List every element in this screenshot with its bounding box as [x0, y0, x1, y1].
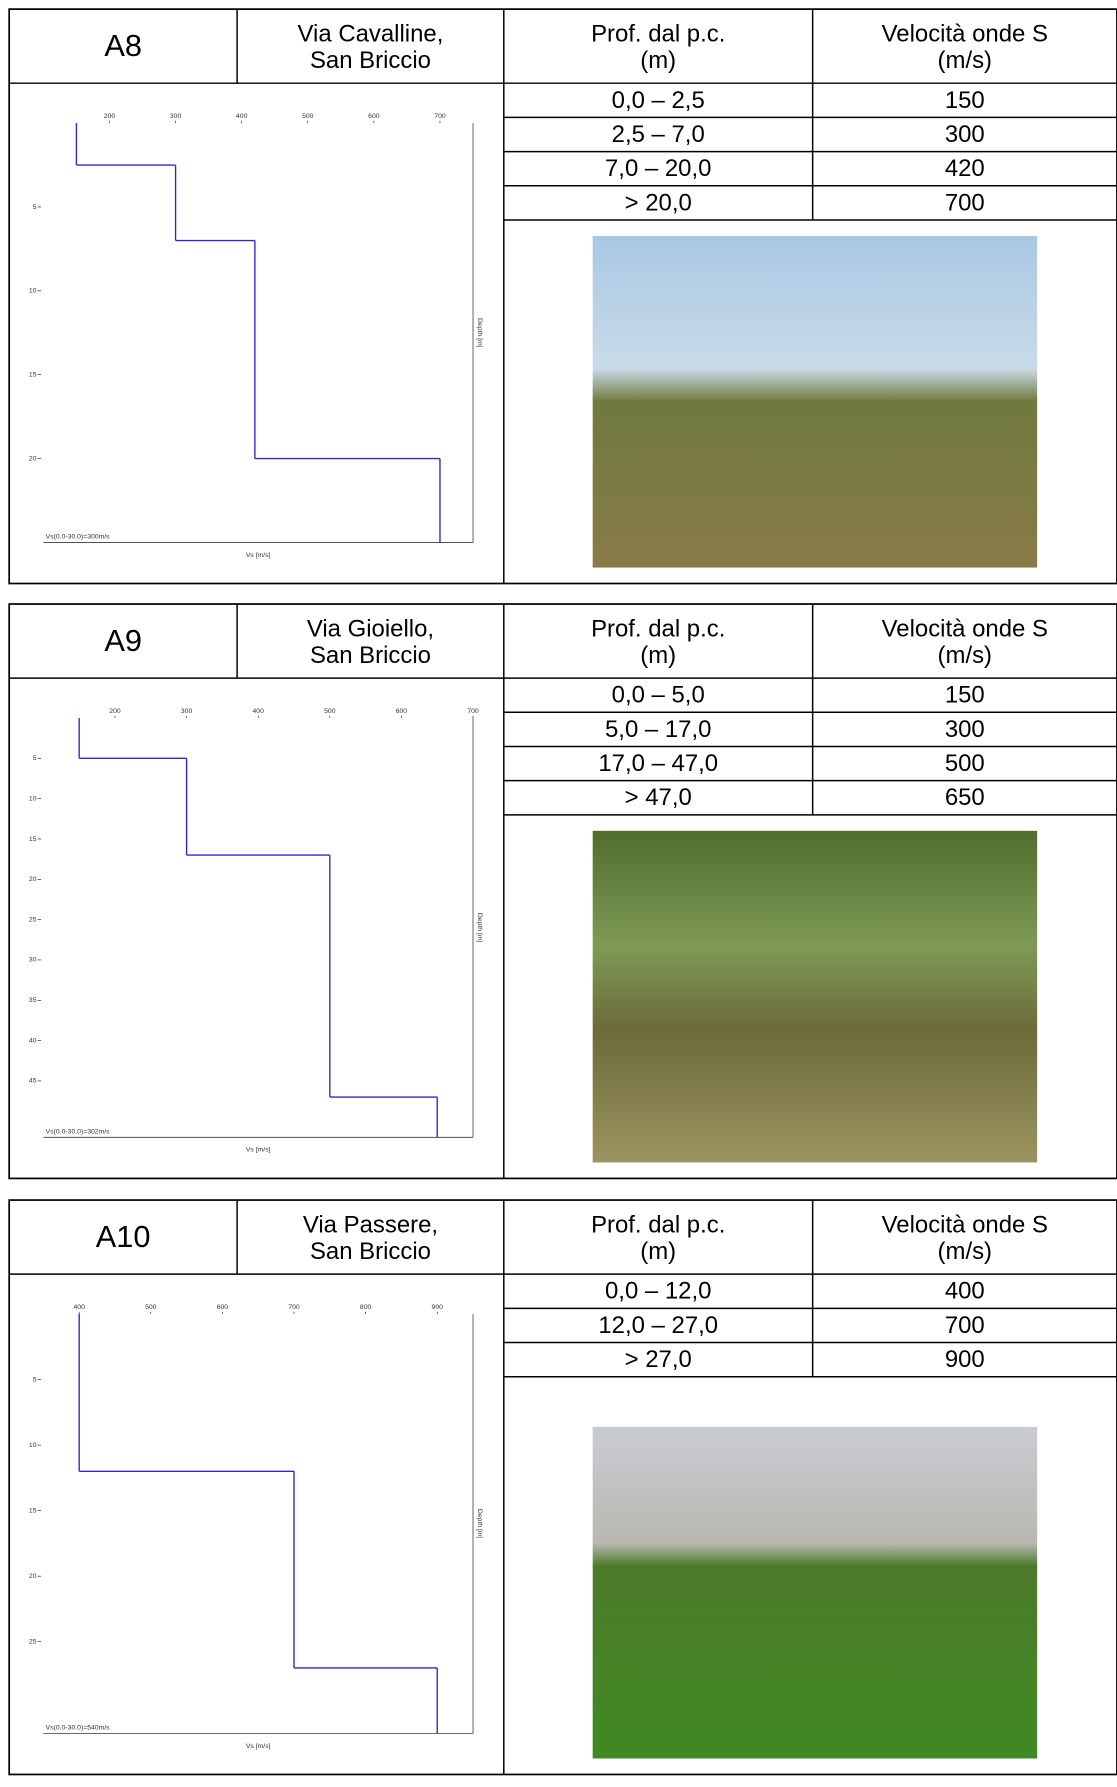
- table-cell: > 47,0: [625, 784, 692, 811]
- table-cell: 0,0 – 5,0: [612, 682, 705, 709]
- column-header: (m): [640, 642, 676, 669]
- table-cell: > 20,0: [625, 189, 692, 216]
- x-tick-label: 600: [368, 113, 380, 120]
- x-tick-label: 500: [145, 1304, 157, 1311]
- chart-annotation: Vs(0.0-30.0)=300m/s: [46, 534, 111, 541]
- x-tick-label: 200: [104, 113, 116, 120]
- site-id: A8: [104, 28, 142, 63]
- site-location: Via Gioiello,: [307, 616, 434, 643]
- table-cell: 5,0 – 17,0: [605, 716, 711, 743]
- table-cell: > 27,0: [625, 1346, 692, 1373]
- y-tick-label: 10: [29, 795, 37, 802]
- y-tick-label: 20: [29, 1573, 37, 1580]
- y-axis-label: Depth [m]: [476, 318, 483, 348]
- table-cell: 420: [945, 155, 985, 182]
- site-block: A9 Via Gioiello,San Briccio Prof. dal p.c.…: [8, 603, 1117, 1180]
- y-tick-label: 30: [29, 957, 37, 964]
- table-cell: 0,0 – 12,0: [605, 1278, 711, 1305]
- column-header: Prof. dal p.c.: [591, 1212, 725, 1239]
- site-location: San Briccio: [310, 1238, 431, 1265]
- table-cell: 650: [945, 784, 985, 811]
- column-header: Prof. dal p.c.: [591, 616, 725, 643]
- table-cell: 300: [945, 121, 985, 148]
- x-axis-label: Vs [m/s]: [246, 552, 271, 559]
- x-tick-label: 600: [396, 708, 408, 715]
- x-axis-label: Vs [m/s]: [246, 1743, 271, 1750]
- table-cell: 700: [945, 189, 985, 216]
- x-tick-label: 400: [252, 708, 264, 715]
- x-tick-label: 800: [360, 1304, 372, 1311]
- site-id: A9: [104, 623, 142, 658]
- y-tick-label: 20: [29, 876, 37, 883]
- vs-profile-chart: 200 300 400 500 600 700 5 10 15 20 25 30 35 40 45 Vs(0.…: [29, 708, 483, 1154]
- table-cell: 700: [945, 1312, 985, 1339]
- table-cell: 300: [945, 716, 985, 743]
- x-tick-label: 600: [217, 1304, 229, 1311]
- x-tick-label: 400: [73, 1304, 85, 1311]
- y-tick-label: 25: [29, 1638, 37, 1645]
- x-tick-label: 900: [432, 1304, 444, 1311]
- y-tick-label: 25: [29, 916, 37, 923]
- y-tick-label: 10: [29, 1442, 37, 1449]
- y-axis-label: Depth [m]: [476, 913, 483, 943]
- site-location: Via Passere,: [303, 1212, 438, 1239]
- x-tick-label: 500: [324, 708, 336, 715]
- vs-profile-chart: 200 300 400 500 600 700 5 10 15 20 Vs(0.0-30.0)=30…: [29, 113, 483, 559]
- column-header: (m/s): [938, 1238, 992, 1265]
- y-tick-label: 15: [29, 372, 37, 379]
- site-block: A10 Via Passere,San Briccio Prof. dal p.c.…: [8, 1199, 1117, 1776]
- table-cell: 12,0 – 27,0: [598, 1312, 718, 1339]
- y-tick-label: 5: [33, 755, 37, 762]
- x-axis-label: Vs [m/s]: [246, 1147, 271, 1154]
- table-cell: 7,0 – 20,0: [605, 155, 711, 182]
- table-cell: 150: [945, 682, 985, 709]
- x-tick-label: 700: [434, 113, 446, 120]
- y-tick-label: 40: [29, 1037, 37, 1044]
- vs-profile-chart: 400 500 600 700 800 900 5 10 15 20 25 Vs(0.0-30.0)=…: [29, 1304, 483, 1750]
- x-tick-label: 200: [109, 708, 121, 715]
- site-block: A8 Via Cavalline,San Briccio Prof. dal p.c…: [8, 8, 1117, 585]
- chart-annotation: Vs(0.0-30.0)=302m/s: [46, 1128, 111, 1135]
- chart-annotation: Vs(0.0-30.0)=540m/s: [46, 1725, 111, 1732]
- table-cell: 400: [945, 1278, 985, 1305]
- column-header: (m/s): [938, 642, 992, 669]
- x-tick-label: 300: [170, 113, 182, 120]
- column-header: (m/s): [938, 47, 992, 74]
- table-cell: 0,0 – 2,5: [612, 87, 705, 114]
- column-header: Prof. dal p.c.: [591, 21, 725, 48]
- column-header: (m): [640, 1238, 676, 1265]
- table-cell: 500: [945, 750, 985, 777]
- table-cell: 2,5 – 7,0: [612, 121, 705, 148]
- y-tick-label: 45: [29, 1078, 37, 1085]
- table-cell: 900: [945, 1346, 985, 1373]
- x-tick-label: 400: [236, 113, 248, 120]
- table-cell: 17,0 – 47,0: [598, 750, 718, 777]
- site-photo: [592, 235, 1038, 568]
- site-id: A10: [96, 1219, 151, 1254]
- site-location: San Briccio: [310, 47, 431, 74]
- x-tick-label: 700: [288, 1304, 300, 1311]
- y-tick-label: 5: [33, 1376, 37, 1383]
- y-axis-label: Depth [m]: [476, 1509, 483, 1539]
- y-tick-label: 10: [29, 288, 37, 295]
- x-tick-label: 300: [181, 708, 193, 715]
- table-cell: 150: [945, 87, 985, 114]
- y-tick-label: 35: [29, 997, 37, 1004]
- y-tick-label: 15: [29, 836, 37, 843]
- y-tick-label: 5: [33, 204, 37, 211]
- site-location: Via Cavalline,: [298, 21, 444, 48]
- column-header: Velocità onde S: [882, 1212, 1048, 1239]
- site-photo: [592, 830, 1038, 1163]
- y-tick-label: 20: [29, 455, 37, 462]
- column-header: (m): [640, 47, 676, 74]
- column-header: Velocità onde S: [882, 616, 1048, 643]
- site-photo: [592, 1426, 1038, 1759]
- x-tick-label: 500: [302, 113, 314, 120]
- y-tick-label: 15: [29, 1507, 37, 1514]
- site-location: San Briccio: [310, 642, 431, 669]
- column-header: Velocità onde S: [882, 21, 1048, 48]
- x-tick-label: 700: [467, 708, 479, 715]
